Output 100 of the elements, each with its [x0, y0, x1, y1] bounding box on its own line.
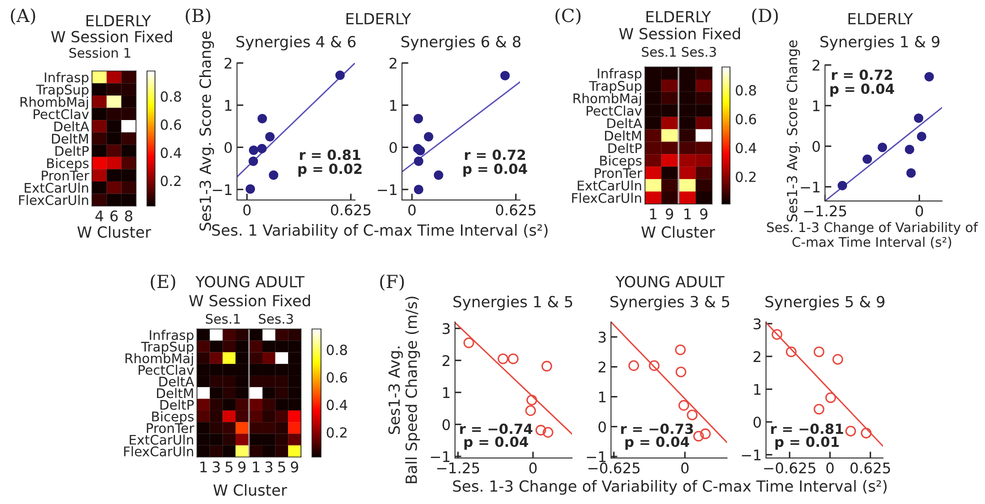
x-tick-label: 0: [529, 462, 537, 474]
y-tick-label: 2: [390, 58, 396, 69]
y-tick-label: DeltP: [55, 146, 89, 156]
x-tick-label: 1: [200, 462, 207, 472]
x-tick-label: 0: [826, 462, 834, 474]
y-tick-label: DeltM: [52, 133, 88, 144]
y-tick-label: 3: [442, 323, 450, 334]
annotation: p = 0.02: [298, 164, 362, 177]
y-tick-label: −1: [742, 450, 760, 460]
x-tick-label: 1: [650, 208, 656, 220]
color-bar-label: 0.4: [326, 400, 348, 410]
x-tick-label: 0: [681, 462, 689, 474]
chart-title: ELDERLY: [646, 11, 712, 22]
x-tick-label: 6: [110, 210, 118, 222]
y-tick-label: DeltP: [608, 142, 642, 154]
y-tick-label: 1: [225, 100, 232, 111]
y-tick-label: Infrasp: [44, 72, 88, 85]
y-tick-label: 3: [598, 332, 606, 343]
x-tick-label: −1.25: [804, 205, 846, 216]
text: Ses.1: [642, 46, 676, 57]
annotation: r = −0.81: [771, 424, 844, 434]
chart-title: Synergies 5 & 9: [765, 296, 884, 310]
y-tick-label: 2: [754, 351, 760, 362]
annotation: p = 0.01: [775, 436, 839, 450]
x-tick-label: 4: [95, 210, 104, 222]
annotation: r = −0.73: [621, 424, 693, 434]
text: (F): [380, 274, 404, 291]
y-tick-label: 1: [754, 384, 760, 395]
annotation: r = −0.74: [460, 424, 532, 434]
x-tick-label: 8: [125, 210, 132, 222]
chart-title: Synergies 4 & 6: [236, 36, 356, 50]
y-tick-label: 0: [598, 421, 606, 432]
y-tick-label: TrapSup: [36, 84, 88, 98]
chart-subtitle: W Session Fixed: [189, 294, 310, 306]
x-tick-label: 1: [253, 462, 260, 472]
y-tick-label: Biceps: [47, 158, 89, 171]
y-tick-label: Biceps: [152, 411, 194, 424]
y-tick-label: 1: [390, 100, 396, 111]
y-tick-label: DeltM: [157, 388, 193, 398]
x-tick-label: 0.625: [850, 462, 890, 474]
annotation: r = 0.72: [464, 150, 526, 160]
text: (C): [555, 8, 581, 25]
x-tick-label: 9: [238, 461, 246, 472]
y-tick-label: TrapSup: [141, 342, 194, 354]
y-tick-label: 0: [224, 142, 232, 154]
x-tick-label: 0.625: [330, 204, 370, 216]
y-tick-label: 2: [442, 355, 450, 366]
y-tick-label: DeltM: [605, 130, 641, 141]
color-bar-label: 0.4: [736, 142, 756, 154]
y-axis-title: Ses1-3 Avg. Score Change: [786, 40, 800, 222]
chart-subtitle: Synergies 1 & 9: [820, 36, 940, 50]
y-tick-label: −1: [586, 451, 606, 462]
x-axis-title: Ses. 1 Variability of C-max Time Interval (s²): [212, 224, 548, 239]
y-tick-label: −1: [212, 184, 232, 195]
chart-subtitle: W Session Fixed: [619, 28, 740, 40]
y-tick-label: DeltA: [607, 118, 642, 128]
color-bar-label: 0.2: [160, 176, 181, 186]
color-bar-label: 0.6: [736, 114, 756, 124]
chart-subtitle: W Session Fixed: [51, 30, 172, 42]
x-tick-label: 0.625: [496, 204, 536, 216]
x-axis-title: Ses. 1-3 Change of Variability of C-max Time Interval (s²): [767, 222, 978, 249]
text: YOUNG ADULT: [615, 276, 725, 288]
y-tick-label: 0: [754, 416, 761, 428]
x-tick-label: 3: [212, 461, 220, 472]
text: (A): [10, 8, 36, 25]
color-bar-label: 0.2: [326, 427, 347, 438]
chart-title: Synergies 6 & 8: [401, 36, 520, 50]
y-tick-label: DeltA: [54, 121, 90, 132]
text: Session 1: [69, 48, 130, 58]
text: (D): [752, 8, 778, 25]
annotation: p = 0.04: [625, 436, 690, 450]
y-tick-label: FlexCarUln: [19, 194, 88, 206]
y-tick-label: 2: [224, 58, 232, 69]
y-tick-label: 2: [812, 60, 820, 71]
y-tick-label: FlexCarUln: [572, 192, 642, 203]
color-bar-label: 0.8: [326, 344, 347, 356]
x-tick-label: −0.625: [764, 462, 816, 474]
x-axis-title: W Cluster: [213, 484, 288, 496]
y-tick-label: ExtCarUln: [578, 180, 642, 191]
x-tick-label: 3: [265, 461, 272, 472]
y-tick-label: DeltP: [160, 400, 194, 410]
color-bar-label: 0.8: [736, 85, 756, 96]
y-tick-label: ExtCarUln: [130, 434, 194, 445]
y-tick-label: RhombMaj: [574, 93, 641, 106]
y-tick-label: PronTer: [42, 170, 90, 181]
y-tick-label: 0: [442, 419, 450, 430]
y-tick-label: Biceps: [600, 155, 642, 168]
color-bar-label: 0.6: [326, 372, 348, 383]
chart-title: ELDERLY: [86, 15, 152, 26]
y-tick-label: 3: [754, 318, 761, 330]
color-bar-label: 0.8: [160, 91, 181, 102]
annotation: r = 0.72: [832, 70, 892, 80]
y-tick-label: −1: [430, 451, 450, 462]
y-tick-label: −1: [800, 182, 820, 192]
y-tick-label: ExtCarUln: [24, 182, 88, 193]
x-tick-label: 5: [226, 462, 232, 472]
y-tick-label: PronTer: [594, 168, 642, 178]
text: Ses.3: [258, 314, 293, 324]
annotation: p = 0.04: [463, 164, 528, 177]
x-tick-label: 1: [684, 208, 691, 220]
